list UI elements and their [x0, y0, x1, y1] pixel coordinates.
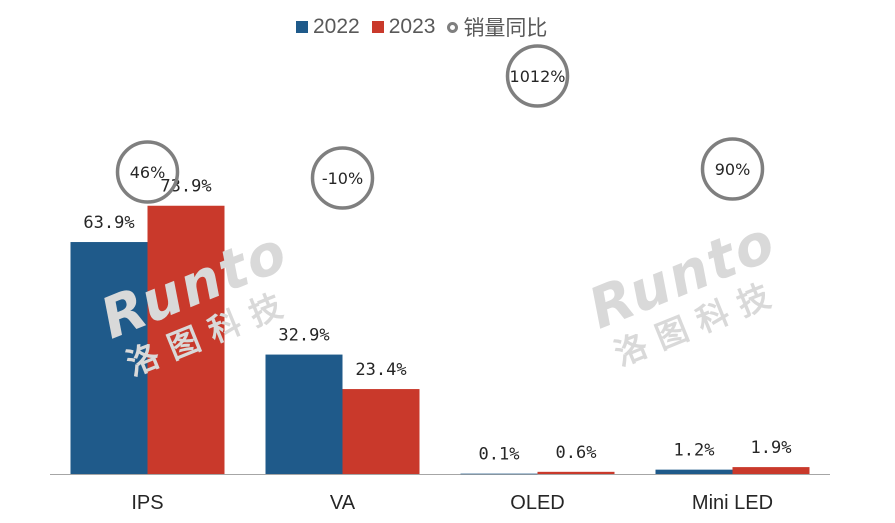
legend-swatch-2022	[296, 21, 308, 33]
legend-ring-icon	[447, 21, 459, 33]
bar-2023-0	[147, 205, 225, 475]
data-label-2022-0: 63.9%	[83, 213, 134, 233]
bar-2022-2	[460, 473, 538, 475]
data-label-2022-3: 1.2%	[674, 441, 715, 461]
data-label-2022-2: 0.1%	[479, 445, 520, 465]
yoy-ring-3	[700, 137, 765, 201]
bar-2022-0	[70, 242, 148, 474]
bar-2023-1	[342, 389, 420, 474]
data-label-2023-3: 1.9%	[751, 438, 792, 458]
yoy-ring-0	[115, 140, 180, 204]
yoy-label-2: 1012%	[510, 67, 566, 86]
data-label-2023-0: 73.9%	[160, 177, 211, 197]
yoy-label-3: 90%	[715, 160, 751, 179]
bar-2023-3	[732, 467, 810, 474]
data-label-2022-1: 32.9%	[278, 326, 329, 346]
bar-2022-3	[655, 469, 733, 474]
legend-swatch-2023	[371, 21, 384, 33]
data-label-2023-1: 23.4%	[355, 360, 406, 380]
x-tick-label-0: IPS	[131, 492, 163, 514]
bar-2023-2	[537, 471, 615, 474]
legend-label-2022: 2022	[313, 15, 360, 38]
legend-item-yoy: 销量同比	[447, 12, 547, 42]
yoy-label-0: 46%	[130, 163, 166, 182]
chart-legend: 2022 2023 销量同比	[296, 12, 559, 42]
data-label-2023-2: 0.6%	[556, 443, 597, 463]
yoy-ring-2	[505, 44, 570, 108]
legend-label-yoy: 销量同比	[463, 17, 548, 40]
x-tick-label-3: Mini LED	[692, 492, 773, 514]
yoy-ring-1	[310, 146, 375, 210]
legend-item-2023: 2023	[371, 15, 436, 39]
x-tick-label-1: VA	[330, 492, 356, 514]
legend-item-2022: 2022	[296, 15, 360, 39]
bar-2022-1	[265, 354, 343, 474]
x-tick-label-2: OLED	[510, 492, 564, 514]
legend-label-2023: 2023	[388, 15, 436, 38]
yoy-label-1: -10%	[322, 169, 363, 188]
